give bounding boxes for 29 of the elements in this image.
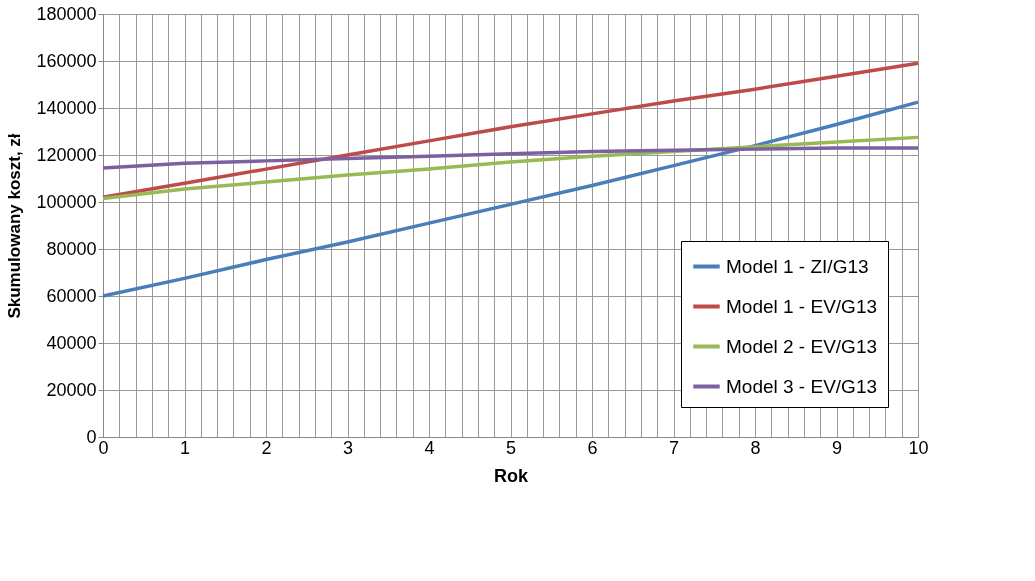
x-tick-label: 5 xyxy=(505,437,517,458)
x-tick-label: 1 xyxy=(179,437,191,458)
x-tick-label: 6 xyxy=(587,437,598,458)
y-tick-label: 60000 xyxy=(46,285,97,306)
legend-label: Model 1 - EV/G13 xyxy=(726,295,878,317)
y-tick-label: 120000 xyxy=(36,144,97,165)
x-tick-label: 10 xyxy=(908,437,929,458)
y-tick-label: 20000 xyxy=(46,379,97,400)
y-axis-title: Skumulowany koszt, zł xyxy=(5,133,25,319)
y-tick-label: 140000 xyxy=(36,97,97,118)
x-tick-label: 7 xyxy=(668,437,680,458)
legend-label: Model 3 - EV/G13 xyxy=(726,375,878,397)
legend-label: Model 1 - ZI/G13 xyxy=(726,255,869,277)
line-series xyxy=(101,100,920,298)
y-tick-label: 80000 xyxy=(46,238,97,259)
x-tick-label: 9 xyxy=(831,437,843,458)
x-tick-label: 3 xyxy=(342,437,354,458)
y-tick-label: 180000 xyxy=(36,3,97,24)
y-tick-label: 40000 xyxy=(46,332,97,353)
x-tick-label: 2 xyxy=(261,437,272,458)
x-tick-label: 4 xyxy=(424,437,435,458)
line-series xyxy=(101,146,920,170)
y-tick-label: 160000 xyxy=(36,50,97,71)
x-axis-title: Rok xyxy=(493,465,529,486)
legend-label: Model 2 - EV/G13 xyxy=(726,335,878,357)
y-tick-label: 100000 xyxy=(36,191,97,212)
line-series xyxy=(101,135,920,201)
line-series xyxy=(101,61,920,200)
x-tick-label: 8 xyxy=(750,437,761,458)
